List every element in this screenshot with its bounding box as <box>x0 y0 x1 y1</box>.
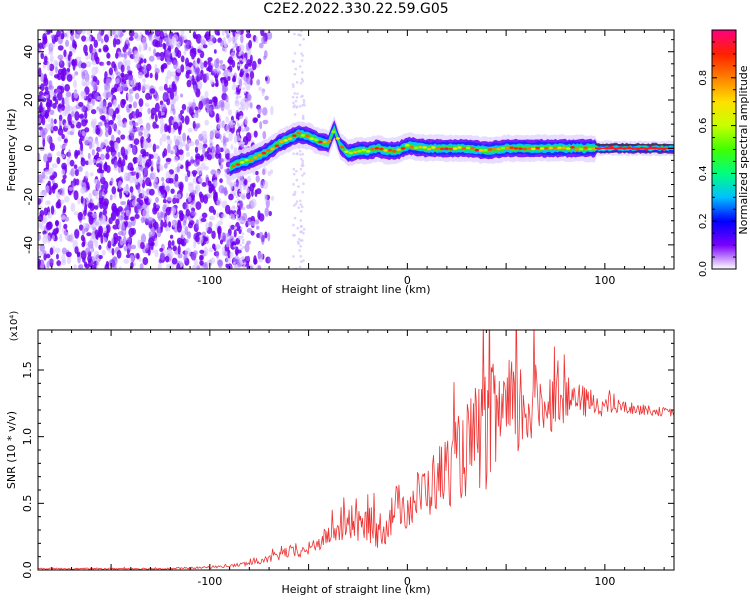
snr-axes: -100 0 100 0.0 0.5 1.0 1.5 <box>21 329 674 588</box>
colorbar: 0.0 0.2 0.4 0.6 0.8 Normalized spectral ampl… <box>698 29 750 277</box>
snr-ylabel: SNR (10 * v/v) <box>5 411 18 489</box>
colorbar-tick-label: 0.0 <box>698 261 709 277</box>
spectrogram-xlabel: Height of straight line (km) <box>281 283 430 296</box>
spectrogram-frame <box>37 29 675 270</box>
colorbar-tick-label: 0.6 <box>698 118 709 134</box>
spectrogram-xtick-label: -100 <box>197 274 222 287</box>
snr-multiplier: (x10⁴) <box>9 311 20 342</box>
figure-title: C2E2.2022.330.22.59.G05 <box>263 1 449 17</box>
snr-ytick-label: 0.5 <box>21 495 34 513</box>
spectrogram-ytick-label: -40 <box>22 236 35 254</box>
spectrogram-plot-area <box>38 30 674 269</box>
spectrogram-noise <box>38 30 306 269</box>
spectrogram-axes: -100 0 100 -40 -20 0 20 40 <box>22 30 674 287</box>
spectrogram-ytick-label: 20 <box>22 93 35 107</box>
colorbar-axes: 0.0 0.2 0.4 0.6 0.8 <box>698 29 736 277</box>
snr-ytick-label: 1.0 <box>21 428 34 446</box>
colorbar-gradient <box>711 29 737 270</box>
snr-xtick-label: 100 <box>594 575 615 588</box>
spectrogram-ytick-label: -20 <box>22 188 35 206</box>
colorbar-tick-label: 0.4 <box>698 165 709 181</box>
spectrogram-xtick-label: 0 <box>404 274 411 287</box>
snr-xlabel: Height of straight line (km) <box>281 583 430 596</box>
snr-plot-area <box>38 330 674 570</box>
spectrogram-xtick-label: 100 <box>594 274 615 287</box>
snr-panel: -100 0 100 0.0 0.5 1.0 1.5 Height of straight … <box>5 311 675 596</box>
spectrogram-panel: -100 0 100 -40 -20 0 20 40 Height of straight l… <box>5 29 675 296</box>
spectrogram-ylabel: Frequency (Hz) <box>5 109 18 192</box>
snr-xtick-label: -100 <box>197 575 222 588</box>
spectrogram-ytick-label: 0 <box>22 145 35 152</box>
colorbar-label: Normalized spectral amplitude <box>737 65 750 234</box>
snr-frame <box>37 329 675 571</box>
colorbar-tick-label: 0.2 <box>698 213 709 229</box>
snr-ytick-label: 1.5 <box>21 361 34 379</box>
snr-xtick-label: 0 <box>404 575 411 588</box>
spectrogram-ytick-label: 40 <box>22 45 35 59</box>
snr-series-line <box>38 330 674 570</box>
colorbar-tick-label: 0.8 <box>698 70 709 86</box>
snr-ytick-label: 0.0 <box>21 561 34 579</box>
